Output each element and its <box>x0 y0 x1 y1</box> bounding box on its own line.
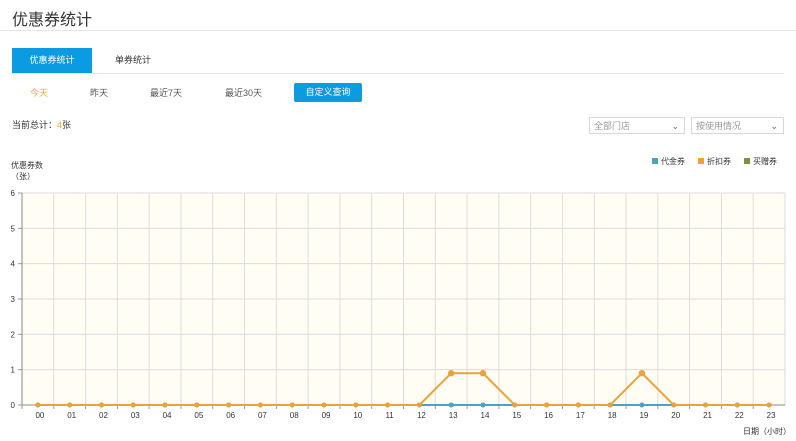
chevron-down-icon: ⌄ <box>770 121 778 131</box>
x-tick-label: 07 <box>258 411 267 420</box>
x-tick-label: 01 <box>67 411 76 420</box>
x-tick-label: 13 <box>449 411 458 420</box>
range-last-7-days[interactable]: 最近7天 <box>150 88 183 98</box>
data-point <box>480 402 486 408</box>
x-tick-label: 09 <box>322 411 331 420</box>
x-tick-label: 04 <box>163 411 172 420</box>
range-today[interactable]: 今天 <box>30 88 49 98</box>
data-point <box>289 402 295 408</box>
legend-swatch <box>698 158 704 164</box>
x-tick-label: 23 <box>767 411 776 420</box>
custom-query-button[interactable]: 自定义查询 <box>294 83 362 102</box>
y-axis-title: 优惠券数 （张） <box>11 161 43 181</box>
x-tick-label: 22 <box>735 411 744 420</box>
y-tick-label: 4 <box>11 260 16 269</box>
legend-swatch <box>744 158 750 164</box>
page-title: 优惠券统计 <box>12 12 93 29</box>
data-point <box>638 370 646 377</box>
x-tick-label: 00 <box>35 411 44 420</box>
range-yesterday[interactable]: 昨天 <box>90 88 109 98</box>
x-tick-label: 02 <box>99 411 108 420</box>
total-number: 4 <box>57 120 63 130</box>
data-point <box>575 402 581 408</box>
data-point <box>479 370 487 377</box>
x-axis-title: 日期（小时） <box>743 427 791 436</box>
data-point <box>321 402 327 408</box>
store-select[interactable]: 全部门店 ⌄ <box>589 117 685 134</box>
data-point <box>162 402 168 408</box>
data-point <box>639 402 645 408</box>
legend-item-gift: 买赠券 <box>744 157 777 167</box>
x-tick-label: 17 <box>576 411 585 420</box>
data-point <box>766 402 772 408</box>
range-last-30-days[interactable]: 最近30天 <box>225 88 263 98</box>
title-divider <box>0 30 796 31</box>
legend-item-discount: 折扣券 <box>698 157 731 167</box>
data-point <box>99 402 104 408</box>
x-tick-label: 15 <box>512 411 521 420</box>
x-tick-label: 05 <box>194 411 203 420</box>
legend-item-voucher: 代金券 <box>652 157 685 167</box>
y-tick-label: 0 <box>11 401 16 410</box>
x-tick-label: 12 <box>417 411 426 420</box>
x-tick-label: 18 <box>608 411 617 420</box>
data-point <box>607 402 613 408</box>
data-point <box>544 402 549 408</box>
x-tick-label: 11 <box>385 411 394 420</box>
total-unit: 张 <box>62 120 72 130</box>
tab-bar: 优惠券统计 单券统计 <box>12 48 784 74</box>
data-point <box>703 402 708 408</box>
y-tick-label: 2 <box>11 330 16 339</box>
usage-select-value: 按使用情况 <box>696 121 742 131</box>
tab-coupon-stats[interactable]: 优惠券统计 <box>12 48 92 73</box>
x-tick-label: 16 <box>544 411 553 420</box>
data-point <box>258 402 263 408</box>
data-point <box>734 402 740 408</box>
data-point <box>385 402 391 408</box>
series-line-1 <box>37 372 770 406</box>
usage-select[interactable]: 按使用情况 ⌄ <box>691 117 784 134</box>
total-prefix: 当前总计： <box>12 120 58 130</box>
data-point <box>67 402 73 408</box>
y-tick-label: 5 <box>11 224 16 233</box>
data-point <box>512 402 518 408</box>
x-tick-label: 21 <box>703 411 712 420</box>
x-tick-label: 10 <box>353 411 362 420</box>
data-point <box>130 402 136 408</box>
x-tick-label: 03 <box>131 411 140 420</box>
legend-label: 买赠券 <box>753 157 777 166</box>
data-point <box>671 402 677 408</box>
data-point <box>448 402 454 408</box>
chevron-down-icon: ⌄ <box>671 121 679 131</box>
x-tick-label: 19 <box>639 411 648 420</box>
data-point <box>353 402 359 408</box>
total-count: 当前总计：4张 <box>12 118 71 131</box>
y-tick-label: 3 <box>11 295 16 304</box>
legend-label: 代金券 <box>661 157 685 166</box>
x-tick-label: 08 <box>290 411 299 420</box>
legend-label: 折扣券 <box>707 157 731 166</box>
y-tick-label: 6 <box>11 189 16 198</box>
data-point <box>194 402 200 408</box>
tab-single-coupon-stats[interactable]: 单券统计 <box>114 55 151 65</box>
legend-swatch <box>652 158 658 164</box>
data-point <box>416 402 422 408</box>
x-tick-label: 20 <box>671 411 680 420</box>
y-tick-label: 1 <box>11 366 16 375</box>
data-point <box>447 370 455 377</box>
store-select-value: 全部门店 <box>594 121 631 131</box>
data-point <box>35 402 41 408</box>
data-point <box>226 402 232 408</box>
x-tick-label: 06 <box>226 411 235 420</box>
x-tick-label: 14 <box>481 411 490 420</box>
